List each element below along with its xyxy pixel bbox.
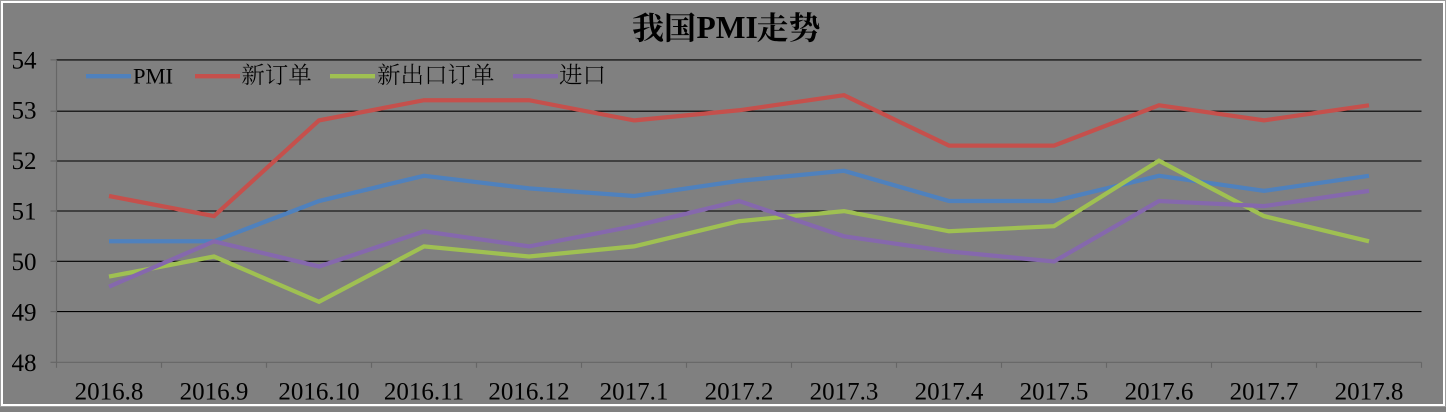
svg-text:2016.8: 2016.8 xyxy=(75,379,144,406)
svg-text:51: 51 xyxy=(12,199,37,226)
svg-text:48: 48 xyxy=(12,350,37,377)
svg-text:52: 52 xyxy=(12,148,37,175)
svg-text:2017.5: 2017.5 xyxy=(1020,379,1089,406)
svg-text:49: 49 xyxy=(12,299,37,326)
svg-text:2017.6: 2017.6 xyxy=(1125,379,1194,406)
svg-text:2017.7: 2017.7 xyxy=(1230,379,1299,406)
svg-text:2016.12: 2016.12 xyxy=(488,379,569,406)
svg-text:PMI: PMI xyxy=(697,10,758,45)
svg-text:2016.9: 2016.9 xyxy=(180,379,249,406)
svg-text:PMI: PMI xyxy=(133,64,173,89)
svg-text:2017.2: 2017.2 xyxy=(705,379,774,406)
svg-text:2016.10: 2016.10 xyxy=(278,379,359,406)
svg-text:2017.8: 2017.8 xyxy=(1335,379,1404,406)
svg-text:53: 53 xyxy=(12,98,37,125)
svg-text:2017.3: 2017.3 xyxy=(810,379,879,406)
svg-text:2017.4: 2017.4 xyxy=(915,379,984,406)
svg-text:54: 54 xyxy=(12,47,38,74)
svg-text:2017.1: 2017.1 xyxy=(600,379,669,406)
svg-text:50: 50 xyxy=(12,249,37,276)
svg-text:2016.11: 2016.11 xyxy=(384,379,464,406)
